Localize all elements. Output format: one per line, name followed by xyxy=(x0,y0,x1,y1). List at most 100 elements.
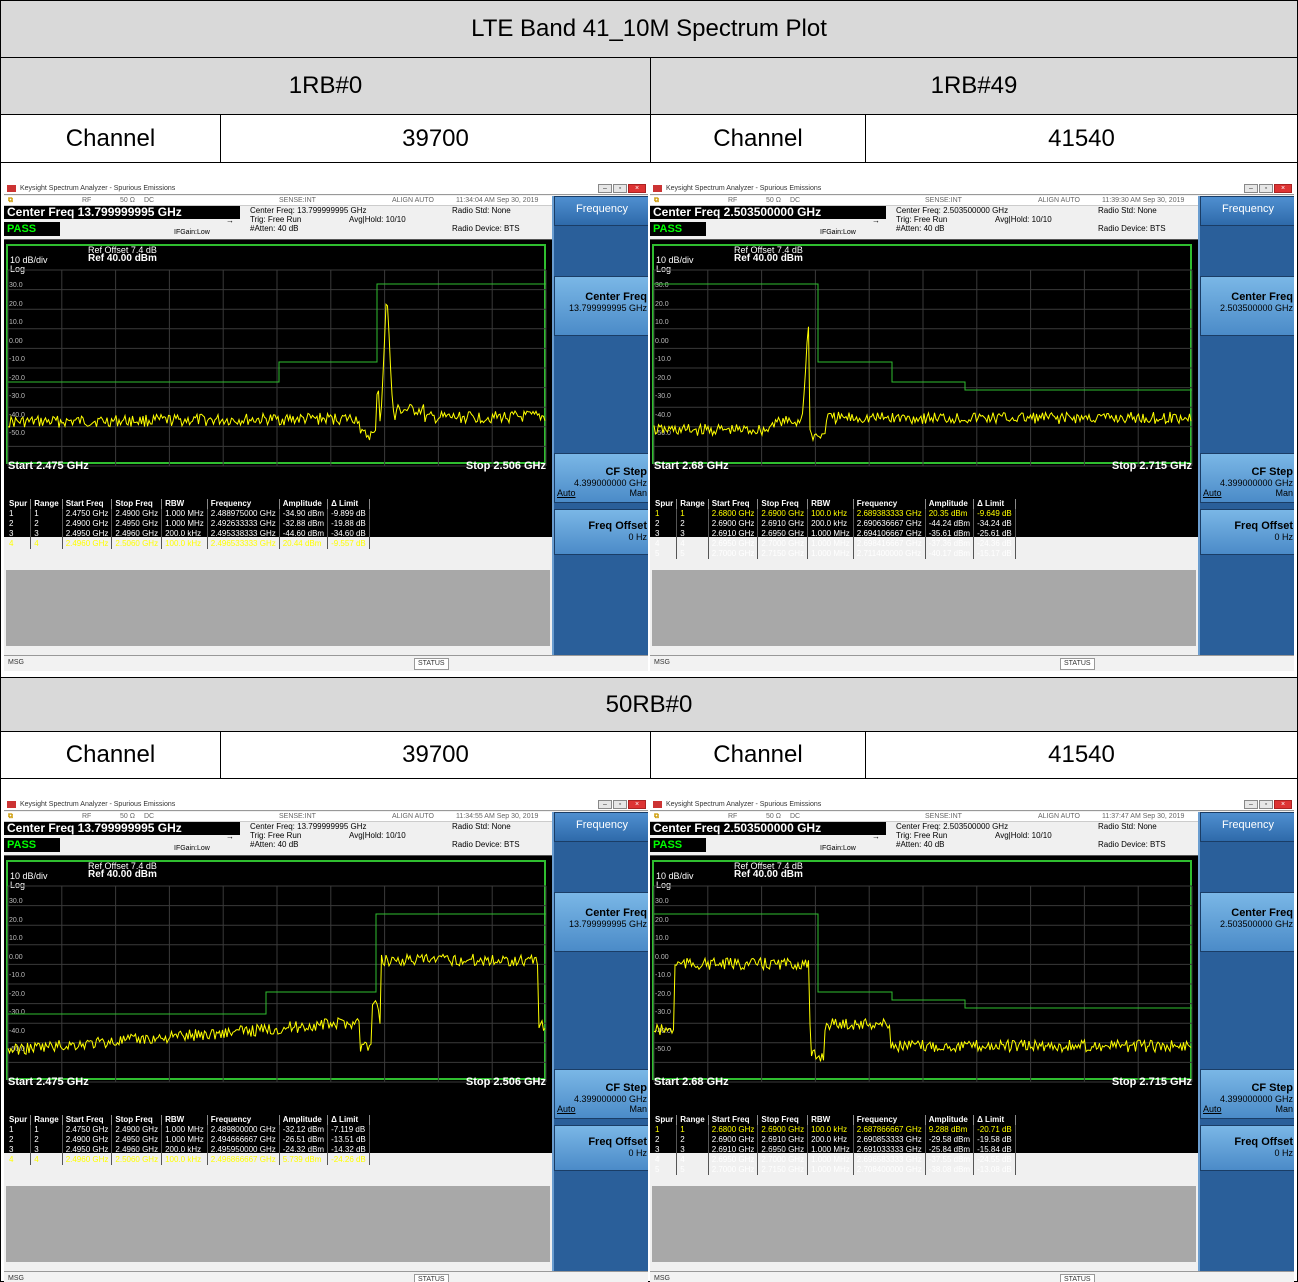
table-cell: 1 xyxy=(652,1125,678,1135)
column-header: Δ Limit xyxy=(327,499,370,509)
table-row[interactable]: 4 4 2.4960 GHz 2.5060 GHz 100.0 kHz 2.4965333… xyxy=(6,539,370,549)
ifgain-info: IFGain:Low xyxy=(820,229,856,236)
table-cell: 1.000 MHz xyxy=(161,1125,208,1135)
table-row[interactable]: 1 1 2.6800 GHz 2.6900 GHz 100.0 kHz 2.6893833… xyxy=(652,509,1016,519)
table-row[interactable]: 3 3 2.4950 GHz 2.4960 GHz 200.0 kHz 2.4959500… xyxy=(6,1145,370,1155)
table-cell: -9.557 dB xyxy=(327,539,370,549)
table-cell: 2.4960 GHz xyxy=(111,529,163,539)
trigger-icon: → xyxy=(226,832,234,841)
table-row[interactable]: 3 3 2.6910 GHz 2.6950 GHz 1.000 MHz 2.6910333… xyxy=(652,1145,1016,1155)
table-cell: -29.58 dBm xyxy=(925,1135,975,1145)
table-row[interactable]: 4 4 2.6950 GHz 2.7000 GHz 1.000 MHz 2.6965833… xyxy=(652,1155,1016,1165)
maximize-button[interactable]: ▫ xyxy=(613,800,627,809)
pass-indicator: PASS xyxy=(4,222,60,236)
ifgain-info: IFGain:Low xyxy=(174,845,210,852)
table-row[interactable]: 4 4 2.4960 GHz 2.5060 GHz 100.0 kHz 2.4968666… xyxy=(6,1155,370,1165)
table-cell: 4 xyxy=(6,1155,32,1165)
channel-value: 39700 xyxy=(220,731,651,779)
y-tick-label: -50.0 xyxy=(9,1046,25,1053)
minimize-button[interactable]: – xyxy=(598,800,612,809)
freq-offset-softkey[interactable]: Freq Offset 0 Hz xyxy=(554,509,648,555)
avg-hold-info: Avg|Hold: 10/10 xyxy=(995,215,1052,224)
table-cell: 2.687866667 GHz xyxy=(853,1125,926,1135)
freq-offset-softkey[interactable]: Freq Offset 0 Hz xyxy=(554,1125,648,1171)
column-header: Stop Freq xyxy=(757,499,809,509)
table-cell: -15.17 dB xyxy=(973,549,1016,559)
close-button[interactable]: × xyxy=(1274,800,1292,809)
table-row[interactable]: 3 3 2.4950 GHz 2.4960 GHz 200.0 kHz 2.4953383… xyxy=(6,529,370,539)
cf-step-softkey-value: 4.399000000 GHz xyxy=(573,478,647,488)
minimize-button[interactable]: – xyxy=(598,184,612,193)
maximize-button[interactable]: ▫ xyxy=(1259,184,1273,193)
table-cell: 100.0 kHz xyxy=(161,539,208,549)
y-tick-label: 20.0 xyxy=(9,300,23,308)
man-option: Man xyxy=(629,1104,647,1114)
column-header: Stop Freq xyxy=(757,1115,809,1125)
table-cell: 2.496533333 GHz xyxy=(207,539,280,549)
table-row[interactable]: 5 5 2.7000 GHz 2.7150 GHz 1.000 MHz 2.7114000… xyxy=(652,549,1016,559)
column-header: Frequency xyxy=(853,1115,926,1125)
align-indicator: ALIGN AUTO xyxy=(392,197,434,204)
app-icon xyxy=(653,185,662,192)
center-freq-softkey[interactable]: Center Freq 13.799999995 GHz xyxy=(554,276,648,336)
table-cell: -37.36 dBm xyxy=(925,539,975,549)
table-row[interactable]: 1 1 2.6800 GHz 2.6900 GHz 100.0 kHz 2.6878666… xyxy=(652,1125,1016,1135)
center-freq-softkey[interactable]: Center Freq 2.503500000 GHz xyxy=(1200,892,1294,952)
attenuation-info: #Atten: 40 dB xyxy=(250,224,299,233)
channel-value: 41540 xyxy=(865,114,1298,163)
cf-step-softkey[interactable]: CF Step 4.399000000 GHz Auto Man xyxy=(1200,1069,1294,1119)
close-button[interactable]: × xyxy=(1274,184,1292,193)
close-button[interactable]: × xyxy=(628,184,646,193)
man-option: Man xyxy=(1275,488,1293,498)
table-cell: 4 xyxy=(676,539,709,549)
table-cell: -37.55 dBm xyxy=(925,1155,975,1165)
table-cell: -13.08 dB xyxy=(973,1165,1016,1175)
freq-offset-softkey[interactable]: Freq Offset 0 Hz xyxy=(1200,509,1294,555)
table-cell: 2.4900 GHz xyxy=(111,509,163,519)
table-row[interactable]: 4 4 2.6950 GHz 2.7000 GHz 1.000 MHz 2.6984166… xyxy=(652,539,1016,549)
table-row[interactable]: 1 1 2.4750 GHz 2.4900 GHz 1.000 MHz 2.4889750… xyxy=(6,509,370,519)
table-cell: 2.4900 GHz xyxy=(62,519,113,529)
table-cell: 1.000 MHz xyxy=(807,529,854,539)
cf-step-softkey[interactable]: CF Step 4.399000000 GHz Auto Man xyxy=(554,1069,648,1119)
minimize-button[interactable]: – xyxy=(1244,184,1258,193)
freq-offset-softkey[interactable]: Freq Offset 0 Hz xyxy=(1200,1125,1294,1171)
y-tick-label: -30.0 xyxy=(655,1009,671,1016)
stop-freq-label: Stop 2.715 GHz xyxy=(1111,460,1192,472)
table-row[interactable]: 2 2 2.6900 GHz 2.6910 GHz 200.0 kHz 2.6908533… xyxy=(652,1135,1016,1145)
column-header: Spur xyxy=(6,499,32,509)
table-row[interactable]: 2 2 2.6900 GHz 2.6910 GHz 200.0 kHz 2.6906366… xyxy=(652,519,1016,529)
table-cell: 2 xyxy=(652,1135,678,1145)
y-tick-label: -10.0 xyxy=(655,972,671,979)
maximize-button[interactable]: ▫ xyxy=(1259,800,1273,809)
plot-frame xyxy=(652,244,1192,464)
table-row[interactable]: 5 5 2.7000 GHz 2.7150 GHz 1.000 MHz 2.7084000… xyxy=(652,1165,1016,1175)
table-cell: 2.6910 GHz xyxy=(708,529,759,539)
cf-step-softkey-label: CF Step xyxy=(1251,1082,1293,1094)
cf-step-softkey[interactable]: CF Step 4.399000000 GHz Auto Man xyxy=(554,453,648,503)
minimize-button[interactable]: – xyxy=(1244,800,1258,809)
table-row[interactable]: 2 2 2.4900 GHz 2.4950 GHz 1.000 MHz 2.4926333… xyxy=(6,519,370,529)
maximize-button[interactable]: ▫ xyxy=(613,184,627,193)
close-button[interactable]: × xyxy=(628,800,646,809)
y-tick-label: -40.0 xyxy=(9,411,25,419)
spectrum-trace xyxy=(653,326,1192,443)
auto-option: Auto xyxy=(557,1104,576,1114)
scale-label: 10 dB/div xyxy=(10,255,48,265)
center-freq-softkey[interactable]: Center Freq 13.799999995 GHz xyxy=(554,892,648,952)
table-cell: 2.5060 GHz xyxy=(111,539,163,549)
center-freq-softkey[interactable]: Center Freq 2.503500000 GHz xyxy=(1200,276,1294,336)
measurement-settings: Center Freq: 13.799999995 GHz Trig: Free… xyxy=(250,206,367,233)
window-title: Keysight Spectrum Analyzer - Spurious Em… xyxy=(20,801,176,808)
table-cell: -13.51 dB xyxy=(327,1135,370,1145)
coupling-indicator: DC xyxy=(144,813,155,820)
y-tick-label: -20.0 xyxy=(655,374,671,382)
log-label: Log xyxy=(10,264,26,274)
table-cell: 200.0 kHz xyxy=(807,519,854,529)
freq-offset-softkey-value: 0 Hz xyxy=(628,532,647,542)
attenuation-info: #Atten: 40 dB xyxy=(250,840,299,849)
table-row[interactable]: 1 1 2.4750 GHz 2.4900 GHz 1.000 MHz 2.4898000… xyxy=(6,1125,370,1135)
table-row[interactable]: 2 2 2.4900 GHz 2.4950 GHz 1.000 MHz 2.4946666… xyxy=(6,1135,370,1145)
cf-step-softkey[interactable]: CF Step 4.399000000 GHz Auto Man xyxy=(1200,453,1294,503)
table-row[interactable]: 3 3 2.6910 GHz 2.6950 GHz 1.000 MHz 2.6941066… xyxy=(652,529,1016,539)
